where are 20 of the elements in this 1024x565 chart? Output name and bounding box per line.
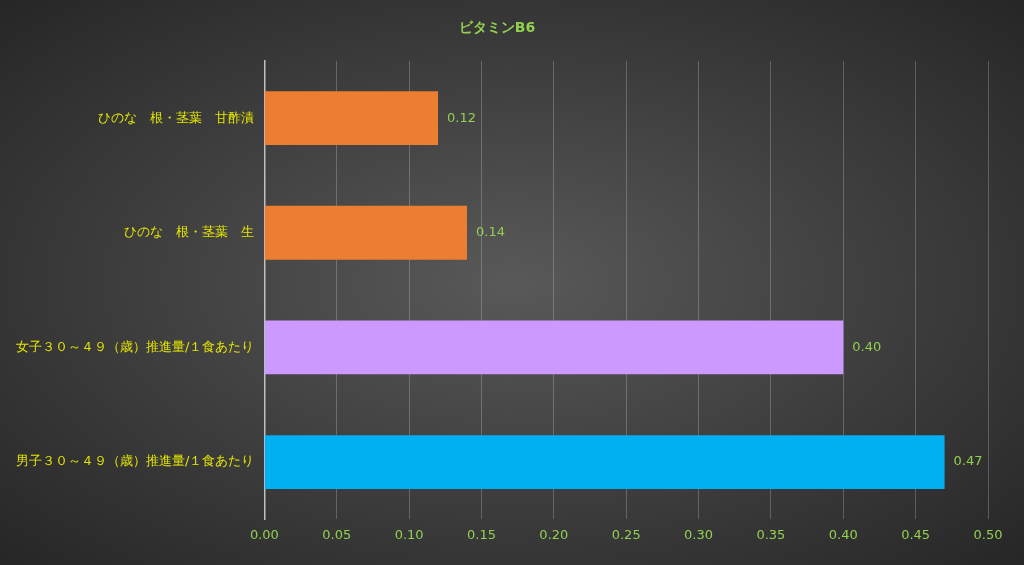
- data-label: 0.12: [447, 109, 476, 125]
- x-tick-label: 0.45: [901, 526, 931, 542]
- x-tick-label: 0.05: [322, 526, 352, 542]
- x-tick-label: 0.30: [684, 526, 714, 542]
- y-tick-label: ひのな 根・茎葉 甘酢漬: [98, 109, 255, 125]
- x-tick-label: 0.25: [611, 526, 641, 542]
- data-label: 0.40: [852, 338, 882, 354]
- x-tick-label: 0.20: [539, 526, 569, 542]
- x-tick-label: 0.10: [394, 526, 424, 542]
- data-label: 0.14: [475, 224, 505, 240]
- x-tick-label: 0.40: [828, 526, 858, 542]
- x-tick-label: 0.35: [756, 526, 786, 542]
- y-tick-label: ひのな 根・茎葉 生: [124, 224, 255, 240]
- chart-title: ビタミンB6: [458, 19, 536, 36]
- x-tick-label: 0.00: [249, 526, 279, 542]
- data-label: 0.47: [953, 453, 983, 469]
- x-tick-label: 0.15: [466, 526, 496, 542]
- y-tick-label: 男子３０～４９（歳）推進量/１食あたり: [15, 453, 255, 469]
- y-tick-label: 女子３０～４９（歳）推進量/１食あたり: [15, 338, 255, 354]
- x-tick-label: 0.50: [973, 526, 1003, 542]
